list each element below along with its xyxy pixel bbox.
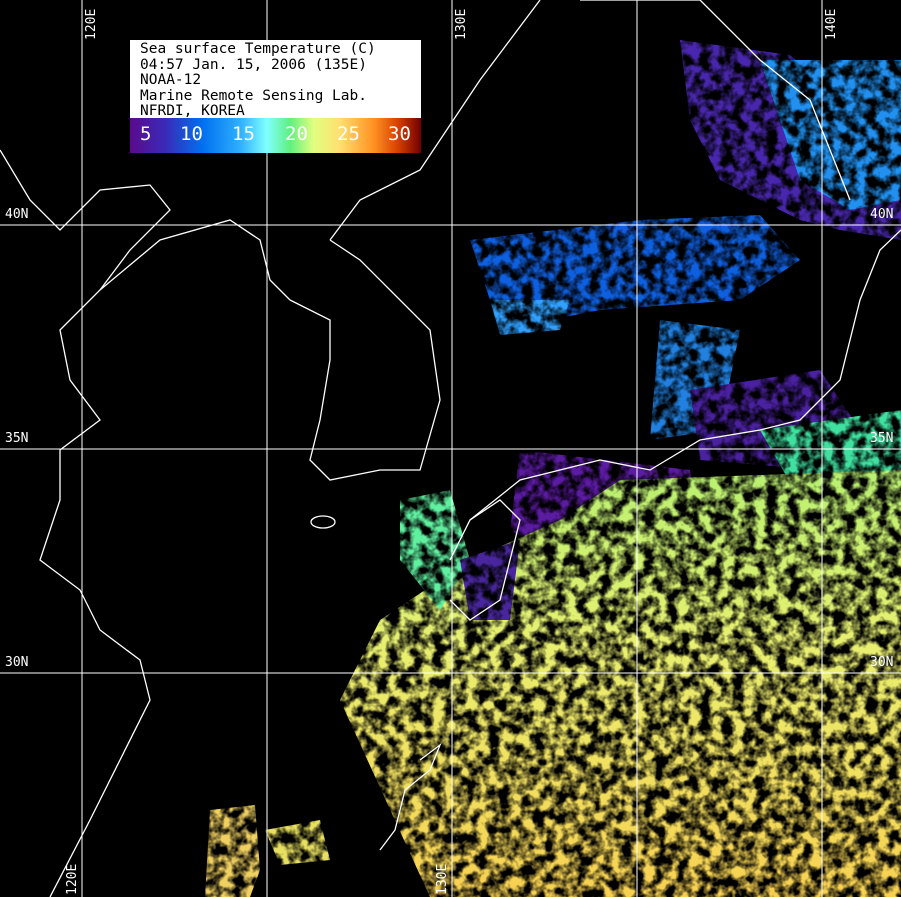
lon-label-130e: 130E: [454, 8, 469, 40]
legend-text: Sea surface Temperature (C) 04:57 Jan. 15…: [130, 40, 421, 120]
lon-label-140e: 140E: [824, 8, 839, 40]
colorbar-tick: 15: [232, 123, 255, 145]
legend-box: Sea surface Temperature (C) 04:57 Jan. 15…: [130, 40, 421, 153]
kyushu-coastline: [449, 499, 521, 621]
korea-coastline: [289, 239, 441, 481]
manchuria-coastline: [329, 0, 541, 241]
bottom-label-130e: 130E: [435, 863, 450, 895]
legend-title: Sea surface Temperature (C): [140, 41, 376, 57]
bohai-coastline: [99, 219, 291, 301]
lat-label-40n-right: 40N: [870, 207, 894, 222]
colorbar-tick: 5: [140, 123, 152, 145]
lat-label-35n-right: 35N: [870, 431, 894, 446]
sakhalin-primorye-coastline: [580, 0, 851, 201]
bottom-label-120e: 120E: [65, 863, 80, 895]
colorbar-tick: 10: [180, 123, 203, 145]
legend-satellite: NOAA-12: [140, 72, 202, 88]
jeju-island: [310, 515, 336, 529]
lat-label-40n-left: 40N: [5, 207, 29, 222]
temperature-colorbar: 5 10 15 20 25 30: [130, 118, 421, 153]
lat-label-30n-left: 30N: [5, 655, 29, 670]
lat-label-30n-right: 30N: [870, 655, 894, 670]
colorbar-tick: 30: [388, 123, 411, 145]
lon-label-120e: 120E: [84, 8, 99, 40]
lat-label-35n-left: 35N: [5, 431, 29, 446]
japan-coastline: [469, 229, 901, 521]
colorbar-tick: 20: [285, 123, 308, 145]
china-coastline: [0, 149, 171, 897]
colorbar-tick: 25: [337, 123, 360, 145]
legend-datetime: 04:57 Jan. 15, 2006 (135E): [140, 56, 367, 73]
ryukyu-islands: [379, 743, 442, 851]
legend-lab: Marine Remote Sensing Lab.: [140, 87, 367, 104]
sst-field: [205, 40, 901, 897]
legend-institute: NFRDI, KOREA: [140, 103, 245, 119]
